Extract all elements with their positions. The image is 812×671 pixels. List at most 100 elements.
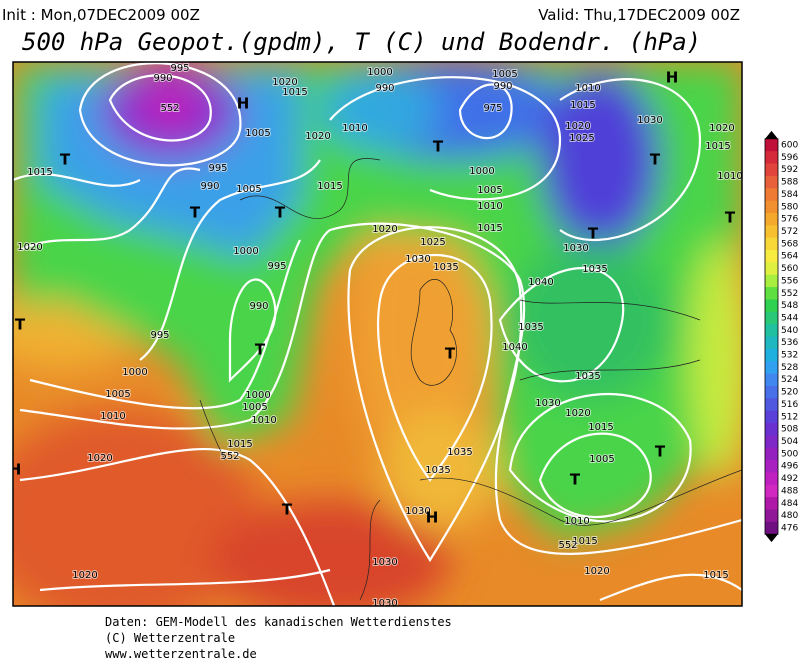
isobar-label: 1015 [588, 422, 613, 433]
colorbar-label: 528 [781, 363, 798, 373]
isobar-label: 1020 [272, 77, 297, 88]
pressure-center: T [588, 225, 599, 243]
isobar-label: 990 [375, 83, 394, 94]
colorbar-label: 504 [781, 437, 798, 447]
isobar-label: 1015 [227, 439, 252, 450]
colorbar-swatch [765, 287, 778, 300]
isobar-label: 1020 [17, 242, 42, 253]
isobar-label: 1030 [372, 598, 397, 609]
colorbar-swatch [765, 435, 778, 449]
colorbar-swatch [765, 188, 778, 202]
isobar-label: 1005 [236, 184, 261, 195]
colorbar-label: 600 [781, 141, 798, 151]
isobar-label: 552 [160, 103, 179, 114]
isobar-label: 1035 [575, 371, 600, 382]
colorbar-label: 568 [781, 239, 798, 249]
isobar-label: 1005 [492, 69, 517, 80]
isobar-label: 990 [493, 81, 512, 92]
isobar-label: 1010 [342, 123, 367, 134]
isobars [13, 62, 742, 606]
pressure-center: T [433, 138, 444, 156]
colorbar-label: 548 [781, 301, 798, 311]
isobar-label: 1015 [317, 181, 342, 192]
colorbar-swatch [765, 521, 778, 535]
isobar-label: 990 [200, 181, 219, 192]
colorbar-label: 532 [781, 351, 798, 361]
colorbar-swatch [765, 484, 778, 498]
pressure-center: T [570, 471, 581, 489]
colorbar-label: 552 [781, 289, 798, 299]
isobar-label: 1035 [447, 447, 472, 458]
isobar-label: 1010 [717, 171, 742, 182]
colorbar-swatch [765, 497, 778, 510]
isobar-label: 1035 [518, 322, 543, 333]
colorbar-label: 544 [781, 313, 798, 323]
isobar-label: 1040 [528, 277, 553, 288]
isobar-label: 1010 [564, 516, 589, 527]
colorbar-swatch [765, 509, 778, 523]
colorbar-swatch [765, 336, 778, 350]
isobar-label: 1020 [305, 131, 330, 142]
colorbar-swatch [765, 348, 778, 362]
pressure-center: T [190, 204, 201, 222]
isobar-label: 1020 [709, 123, 734, 134]
colorbar-swatch [765, 299, 778, 313]
colorbar-label: 592 [781, 165, 798, 175]
footer-line: (C) Wetterzentrale [105, 631, 235, 645]
map-frame [12, 61, 743, 607]
isobar-label: 1025 [420, 237, 445, 248]
pressure-center: H [237, 95, 250, 113]
pressure-center: T [15, 316, 26, 334]
isobar-label: 1010 [100, 411, 125, 422]
pressure-center: H [666, 69, 679, 87]
colorbar-label: 508 [781, 425, 798, 435]
isobar-label: 1005 [245, 128, 270, 139]
isobar-label: 1010 [251, 415, 276, 426]
isobar-label: 1015 [703, 570, 728, 581]
pressure-center: T [275, 204, 286, 222]
isobar-label: 1000 [122, 367, 147, 378]
colorbar-label: 500 [781, 449, 798, 459]
colorbar-label: 564 [781, 252, 798, 262]
colorbar-label: 524 [781, 375, 798, 385]
isobar-label: 1010 [477, 201, 502, 212]
footer-line: www.wetterzentrale.de [105, 647, 257, 661]
colorbar-swatch [765, 151, 778, 165]
isobar-label: 1030 [563, 243, 588, 254]
colorbar-label: 560 [781, 264, 798, 274]
colorbar-swatch [765, 385, 778, 399]
colorbar-label: 516 [781, 400, 798, 410]
colorbar-label: 540 [781, 326, 798, 336]
isobar-label: 1040 [502, 342, 527, 353]
isobar-label: 1030 [405, 254, 430, 265]
isobar-label: 1015 [705, 141, 730, 152]
isobar-label: 1015 [572, 536, 597, 547]
colorbar-label: 596 [781, 153, 798, 163]
isobar-label: 1000 [367, 67, 392, 78]
colorbar-label: 492 [781, 474, 798, 484]
isobar-label: 1030 [405, 506, 430, 517]
colorbar-swatch [765, 225, 778, 239]
colorbar-label: 520 [781, 388, 798, 398]
pressure-center: T [255, 341, 266, 359]
isobar-label: 1010 [575, 83, 600, 94]
isobar-label: 1035 [433, 262, 458, 273]
pressure-center: T [445, 345, 456, 363]
isobar-label: 1020 [565, 121, 590, 132]
isobar-label: 1000 [233, 246, 258, 257]
isobar-label: 975 [483, 103, 502, 114]
colorbar-label: 512 [781, 412, 798, 422]
colorbar-swatch [765, 274, 778, 288]
colorbar-label: 576 [781, 215, 798, 225]
colorbar-swatch [765, 447, 778, 461]
isobar-label: 1035 [425, 465, 450, 476]
map-title: 500 hPa Geopot.(gpdm), T (C) und Bodendr… [22, 28, 701, 56]
pressure-center: T [655, 443, 666, 461]
colorbar-label: 488 [781, 486, 798, 496]
pressure-center: T [725, 209, 736, 227]
isobar-label: 552 [220, 451, 239, 462]
isobar-label: 1000 [245, 390, 270, 401]
colorbar-label: 556 [781, 276, 798, 286]
colorbar-swatch [765, 200, 778, 214]
